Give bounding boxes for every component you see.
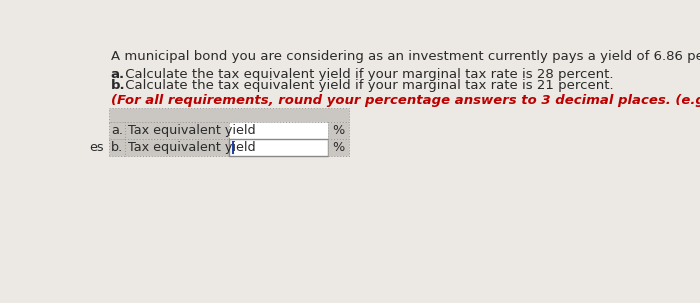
- Text: a.: a.: [111, 124, 123, 137]
- Bar: [125, 139, 230, 156]
- Bar: [109, 139, 125, 156]
- Text: b.: b.: [111, 79, 125, 92]
- Bar: [109, 122, 125, 139]
- Text: Tax equivalent yield: Tax equivalent yield: [128, 124, 256, 137]
- Bar: [109, 108, 349, 122]
- Bar: [328, 139, 349, 156]
- Bar: [230, 139, 328, 156]
- Bar: [125, 122, 230, 139]
- Text: Calculate the tax equivalent yield if your marginal tax rate is 21 percent.: Calculate the tax equivalent yield if yo…: [121, 79, 613, 92]
- Text: Tax equivalent yield: Tax equivalent yield: [128, 141, 256, 154]
- Text: A municipal bond you are considering as an investment currently pays a yield of : A municipal bond you are considering as …: [111, 50, 700, 63]
- Bar: [328, 122, 349, 139]
- Bar: [230, 122, 328, 139]
- Text: (For all requirements, round your percentage answers to 3 decimal places. (e.g.,: (For all requirements, round your percen…: [111, 94, 700, 107]
- Text: %: %: [332, 141, 344, 154]
- Text: %: %: [332, 124, 344, 137]
- Text: a.: a.: [111, 68, 125, 81]
- Text: es: es: [90, 141, 104, 154]
- Text: b.: b.: [111, 141, 123, 154]
- Text: Calculate the tax equivalent yield if your marginal tax rate is 28 percent.: Calculate the tax equivalent yield if yo…: [121, 68, 613, 81]
